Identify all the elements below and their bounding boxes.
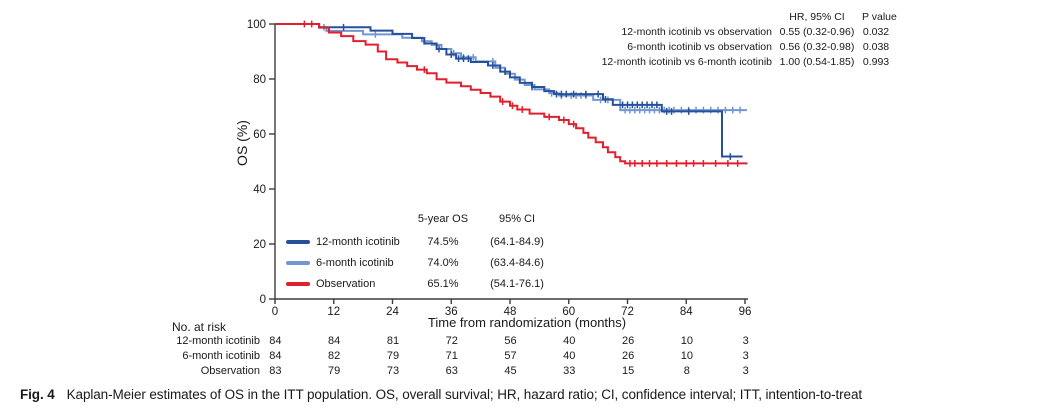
x-tick-label: 12 xyxy=(327,306,340,318)
y-tick-label: 40 xyxy=(253,184,266,196)
figure-number-label: Fig. 4 xyxy=(20,387,55,402)
x-tick-label: 96 xyxy=(739,306,752,318)
hr-row-label: 6-month icotinib vs observation xyxy=(627,41,772,53)
risk-count: 3 xyxy=(742,335,749,347)
p-value: 0.032 xyxy=(862,26,890,38)
x-tick-label: 24 xyxy=(386,306,399,318)
risk-row-label: 6-month icotinib xyxy=(182,350,260,362)
y-tick-label: 80 xyxy=(253,74,266,86)
risk-count: 45 xyxy=(504,365,517,377)
risk-count: 81 xyxy=(386,335,400,347)
y-tick-label: 60 xyxy=(253,129,266,141)
hr-row: 6-month icotinib vs observation 0.56 (0.… xyxy=(496,40,890,55)
y-tick-label: 0 xyxy=(260,294,266,306)
risk-count: 33 xyxy=(563,365,576,377)
legend-line-swatch xyxy=(286,239,310,244)
x-tick-label: 0 xyxy=(272,306,278,318)
legend-line-swatch xyxy=(286,260,310,265)
risk-count: 8 xyxy=(683,365,690,377)
risk-count: 26 xyxy=(621,335,635,347)
hr-table: HR, 95% CI P value 12-month icotinib vs … xyxy=(496,10,897,70)
hr-value: 0.55 (0.32-0.96) xyxy=(779,26,855,38)
risk-count: 40 xyxy=(563,350,576,362)
risk-row-counts: 84 84 81 72 56 40 26 10 3 xyxy=(246,335,775,347)
figure-caption: Fig. 4 Kaplan-Meier estimates of OS in th… xyxy=(20,387,1052,402)
legend-os-value: 74.0% xyxy=(427,256,459,269)
legend-row: 6-month icotinib 74.0% (63.4-84.6) xyxy=(286,252,560,273)
risk-count: 3 xyxy=(742,365,749,377)
hr-col-header: HR, 95% CI xyxy=(789,11,845,23)
x-tick-label: 72 xyxy=(621,306,634,318)
legend-ci-value: (63.4-84.6) xyxy=(490,256,544,269)
risk-count: 57 xyxy=(504,350,517,362)
hr-row-label: 12-month icotinib vs 6-month icotinib xyxy=(601,56,772,68)
hr-table-header: HR, 95% CI P value xyxy=(496,10,897,25)
risk-count: 10 xyxy=(680,335,693,347)
hr-row: 12-month icotinib vs 6-month icotinib 1.… xyxy=(496,55,890,70)
hr-row-label: 12-month icotinib vs observation xyxy=(621,26,772,38)
legend-ci-col-header: 95% CI xyxy=(498,213,536,225)
risk-count: 15 xyxy=(621,365,635,377)
risk-count: 71 xyxy=(445,350,458,362)
legend-series-label: Observation xyxy=(316,277,376,290)
legend-os-value: 74.5% xyxy=(427,235,459,248)
risk-row-label: 12-month icotinib xyxy=(176,335,260,347)
risk-row-counts: 83 79 73 63 45 33 15 8 3 xyxy=(246,365,775,377)
risk-count: 40 xyxy=(563,335,576,347)
legend-ci-value: (54.1-76.1) xyxy=(490,277,544,290)
figure-caption-text: Kaplan-Meier estimates of OS in the ITT … xyxy=(66,387,863,402)
y-axis-title: OS (%) xyxy=(234,120,250,166)
y-tick-label: 20 xyxy=(253,239,266,251)
risk-table-title: No. at risk xyxy=(172,320,227,334)
legend-header: 5-year OS 95% CI xyxy=(286,207,560,231)
risk-count: 84 xyxy=(269,350,282,362)
survival-curve-12-month-icotinib xyxy=(275,23,743,158)
legend-series-label: 12-month icotinib xyxy=(316,235,400,248)
risk-count: 82 xyxy=(328,350,341,362)
x-tick-label: 48 xyxy=(504,306,517,318)
y-tick-label: 100 xyxy=(247,19,266,31)
legend-os-value: 65.1% xyxy=(427,277,459,290)
risk-count: 84 xyxy=(269,335,282,347)
risk-row-counts: 84 82 79 71 57 40 26 10 3 xyxy=(246,350,775,362)
x-axis-title: Time from randomization (months) xyxy=(428,315,626,330)
hr-value: 0.56 (0.32-0.98) xyxy=(779,41,855,53)
legend-os-col-header: 5-year OS xyxy=(417,213,469,225)
risk-count: 3 xyxy=(742,350,749,362)
risk-count: 73 xyxy=(386,365,400,377)
x-tick-label: 36 xyxy=(445,306,458,318)
p-value: 0.038 xyxy=(862,41,890,53)
hr-row: 12-month icotinib vs observation 0.55 (0… xyxy=(496,25,890,40)
risk-count: 84 xyxy=(328,335,341,347)
pvalue-col-header: P value xyxy=(862,11,897,23)
p-value: 0.993 xyxy=(862,56,890,68)
legend-row: 12-month icotinib 74.5% (64.1-84.9) xyxy=(286,231,560,252)
hr-value: 1.00 (0.54-1.85) xyxy=(779,56,855,68)
survival-curve-observation xyxy=(275,23,748,165)
risk-count: 26 xyxy=(621,350,635,362)
risk-count: 63 xyxy=(445,365,458,377)
legend-ci-value: (64.1-84.9) xyxy=(490,235,544,248)
km-plot: 0 20 40 60 80 100 0 12 24 36 48 60 72 84 96 Time from r… xyxy=(234,19,752,330)
legend-row: Observation 65.1% (54.1-76.1) xyxy=(286,273,560,294)
risk-count: 10 xyxy=(680,350,693,362)
risk-count: 79 xyxy=(386,350,400,362)
legend-table: 5-year OS 95% CI 12-month icotinib 74.5%… xyxy=(286,207,560,294)
risk-count: 72 xyxy=(445,335,458,347)
risk-count: 83 xyxy=(269,365,282,377)
x-tick-label: 84 xyxy=(680,306,693,318)
x-tick-label: 60 xyxy=(562,306,575,318)
legend-series-label: 6-month icotinib xyxy=(316,256,394,269)
risk-count: 79 xyxy=(328,365,341,377)
risk-count: 56 xyxy=(504,335,517,347)
legend-line-swatch xyxy=(286,281,310,286)
risk-row-label: Observation xyxy=(200,365,260,377)
